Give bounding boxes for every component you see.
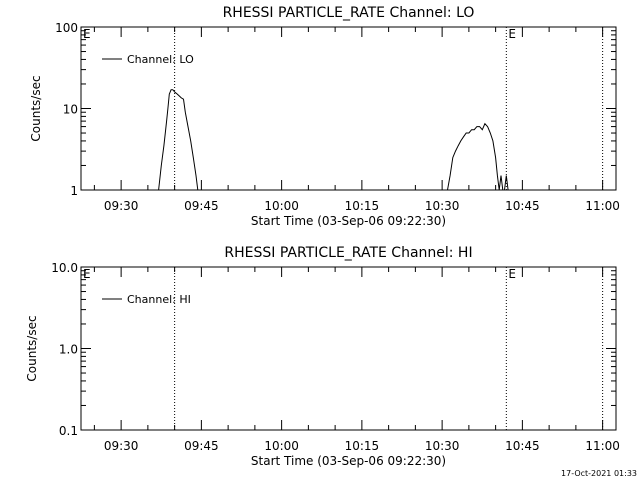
x-tick-label: 10:45 <box>505 199 540 213</box>
y-tick-label: 10.0 <box>51 261 78 275</box>
x-tick-label: 10:15 <box>345 199 380 213</box>
marker-label: E <box>83 267 91 281</box>
x-tick-label: 10:30 <box>425 199 460 213</box>
y-axis-label: Counts/sec <box>25 315 39 381</box>
y-tick-label: 100 <box>55 21 78 35</box>
y-tick-label: 10 <box>63 103 78 117</box>
legend-label: Channel: LO <box>127 53 194 66</box>
x-tick-label: 11:00 <box>585 439 620 453</box>
chart-title: RHESSI PARTICLE_RATE Channel: HI <box>224 245 472 261</box>
marker-label: E <box>83 27 91 41</box>
x-tick-label: 10:30 <box>425 439 460 453</box>
timestamp: 17-Oct-2021 01:33 <box>561 469 637 478</box>
marker-label: E <box>508 27 516 41</box>
x-tick-label: 09:30 <box>104 199 139 213</box>
plot-frame <box>80 266 617 431</box>
marker-label: E <box>508 267 516 281</box>
y-tick-label: 1 <box>70 184 78 198</box>
y-tick-label: 1.0 <box>59 343 78 357</box>
x-tick-label: 10:00 <box>264 199 299 213</box>
x-tick-label: 10:00 <box>264 439 299 453</box>
y-tick-label: 0.1 <box>59 424 78 438</box>
legend-label: Channel: HI <box>127 293 191 306</box>
x-tick-label: 09:30 <box>104 439 139 453</box>
x-tick-label: 10:45 <box>505 439 540 453</box>
y-axis-label: Counts/sec <box>29 75 43 141</box>
x-tick-label: 10:15 <box>345 439 380 453</box>
x-axis-label: Start Time (03-Sep-06 09:22:30) <box>251 214 446 228</box>
chart-title: RHESSI PARTICLE_RATE Channel: LO <box>223 5 475 21</box>
series-line <box>158 89 509 191</box>
x-tick-label: 09:45 <box>184 439 219 453</box>
x-axis-label: Start Time (03-Sep-06 09:22:30) <box>251 454 446 468</box>
x-tick-label: 09:45 <box>184 199 219 213</box>
x-tick-label: 11:00 <box>585 199 620 213</box>
